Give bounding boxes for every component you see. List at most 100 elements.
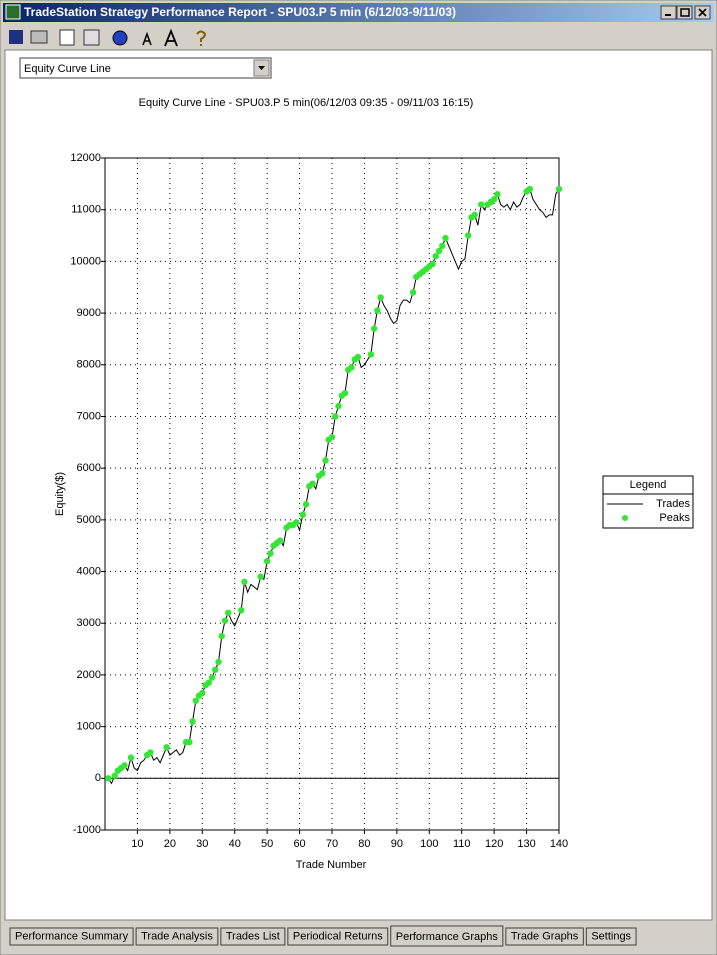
font-smaller-button[interactable] [142,31,152,46]
peak-point [186,738,193,746]
peak-point [208,674,216,681]
peak-point [199,689,206,697]
y-tick-label: 11000 [71,204,101,216]
peak-point [257,573,264,580]
peak-point [309,480,316,487]
x-tick-label: 40 [229,838,241,850]
peak-point [471,211,478,219]
help-button[interactable] [196,30,207,47]
dropdown-box[interactable] [19,57,272,79]
tab[interactable] [505,927,584,946]
y-tick-label: 2000 [77,669,101,681]
x-tick-label: 120 [485,838,503,850]
y-tick-label: 12000 [70,152,101,164]
legend-swatch [622,515,628,521]
tab-label: Trade Analysis [141,930,213,942]
peak-point [293,519,300,526]
refresh-button[interactable] [59,29,75,46]
chart-title: Equity Curve Line - SPU03.P 5 min(06/12/… [139,97,474,109]
legend-label: Trades [656,498,690,510]
peak-point [439,242,446,250]
peak-point [127,754,135,761]
peak-point [332,413,339,420]
plot: -1000 0 1000 2000 3000 4000 5000 6000 7000 8000 90… [70,152,568,850]
x-tick-label: 110 [453,838,471,850]
peak-point [432,253,439,260]
peak-point [192,697,199,704]
peak-point [302,501,310,508]
legend-box [602,475,694,529]
peak-point [370,325,378,332]
legend-label: Peaks [659,512,690,524]
font-larger-button[interactable] [164,28,178,47]
window-buttons[interactable] [660,5,711,20]
tab[interactable] [287,927,389,946]
peak-point [442,234,449,242]
peak-point [348,364,355,371]
peak-point [477,201,485,208]
y-tick-label: 10000 [70,255,101,267]
x-tick-label: 20 [164,838,176,850]
y-tick-label: 7000 [77,410,101,422]
peak-point [263,558,271,565]
peak-point [121,762,128,769]
peak-point [212,666,219,673]
peak-point [328,433,336,441]
peak-point [354,353,362,361]
peak-point [267,550,274,557]
dropdown[interactable]: Equity Curve Line [19,57,272,79]
tab-label: Performance Summary [15,930,129,942]
peak-point [205,679,212,686]
tab-label: Periodical Returns [293,930,383,942]
peak-point [435,247,443,255]
properties-button[interactable] [83,29,100,46]
y-tick-label: 5000 [77,514,101,526]
y-tick-label: 9000 [77,307,101,319]
app-icon [5,4,21,20]
save-button[interactable] [9,30,23,44]
minimize-button[interactable] [660,5,677,20]
x-tick-label: 80 [358,838,370,850]
peak-point [241,578,248,586]
tab-label: Trades List [226,930,280,942]
tab[interactable] [390,925,504,947]
peak-point [367,351,375,358]
dropdown-arrow [258,66,265,70]
peak-point [276,537,284,544]
legend-title: Legend [630,479,667,491]
y-tick-label: 6000 [77,462,101,474]
maximize-glyph [680,8,690,17]
y-tick-label: 8000 [77,359,101,371]
tab[interactable] [585,927,637,946]
tab[interactable] [135,927,219,946]
toolbar [9,28,207,47]
x-tick-label: 60 [293,838,305,850]
tab-label: Settings [591,930,631,942]
x-tick-label: 30 [196,838,208,850]
window-title: TradeStation Strategy Performance Report… [24,5,456,19]
tab[interactable] [220,927,286,946]
peak-point [299,511,307,518]
dropdown-value: Equity Curve Line [24,63,111,75]
peak-point [218,632,225,640]
peak-point [494,190,501,198]
peak-point [215,658,222,666]
peak-point [374,307,381,314]
x-tick-label: 70 [326,838,338,850]
close-glyph [698,8,707,17]
x-tick-label: 10 [131,838,143,850]
x-tick-label: 130 [517,838,535,850]
peak-point [225,609,232,617]
peak-point [189,718,196,725]
print-button[interactable] [30,30,48,44]
target-button[interactable] [112,30,128,46]
equity-line [107,188,560,785]
tab[interactable] [9,927,134,946]
peak-point [147,749,154,756]
peak-point [555,185,563,193]
y-axis-title: Equity($) [54,472,66,516]
peak-point [490,196,498,203]
tab-label: Trade Graphs [511,930,579,942]
y-tick-label: 3000 [77,617,101,629]
